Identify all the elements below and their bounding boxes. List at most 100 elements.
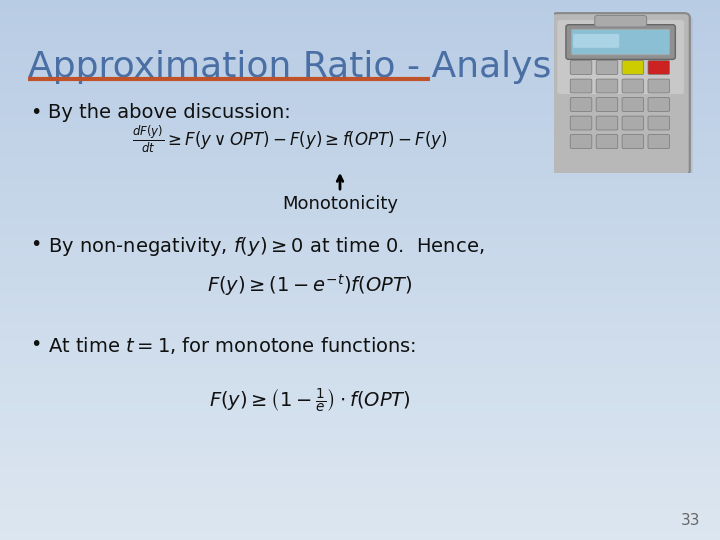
Bar (0, 81, 720, 84)
Bar (0, 194, 720, 197)
Bar (0, 14, 720, 16)
Bar (0, 148, 720, 151)
Bar (0, 378, 720, 381)
FancyBboxPatch shape (596, 134, 618, 149)
Bar (0, 105, 720, 108)
Bar (0, 278, 720, 281)
Bar (0, 262, 720, 265)
Bar (0, 389, 720, 392)
Bar (0, 97, 720, 100)
Bar (0, 59, 720, 62)
Bar (0, 478, 720, 481)
Bar (0, 38, 720, 40)
Bar (0, 364, 720, 367)
Bar (0, 346, 720, 348)
Bar (0, 381, 720, 383)
Bar (0, 103, 720, 105)
FancyBboxPatch shape (557, 20, 684, 94)
Text: By the above discussion:: By the above discussion: (48, 103, 291, 122)
Bar (0, 516, 720, 518)
Bar (0, 113, 720, 116)
Bar (0, 284, 720, 286)
Bar (0, 202, 720, 205)
Bar (0, 176, 720, 178)
Bar (0, 305, 720, 308)
Bar (0, 437, 720, 440)
Bar (0, 22, 720, 24)
FancyBboxPatch shape (648, 98, 670, 111)
Bar (0, 84, 720, 86)
Bar (0, 332, 720, 335)
Text: At time $t = 1$, for monotone functions:: At time $t = 1$, for monotone functions: (48, 335, 416, 356)
Bar (0, 454, 720, 456)
Bar (0, 89, 720, 92)
Bar (0, 19, 720, 22)
Bar (0, 294, 720, 297)
Bar (0, 429, 720, 432)
Bar (0, 532, 720, 535)
Bar (0, 413, 720, 416)
Bar (0, 489, 720, 491)
Bar (0, 524, 720, 526)
Bar (0, 448, 720, 451)
Bar (0, 73, 720, 76)
Bar (0, 108, 720, 111)
Bar (0, 189, 720, 192)
Bar (0, 435, 720, 437)
Bar (0, 521, 720, 524)
Bar (0, 132, 720, 135)
Bar (0, 49, 720, 51)
Bar (0, 386, 720, 389)
Text: Approximation Ratio - Analysis: Approximation Ratio - Analysis (28, 50, 580, 84)
Bar (0, 275, 720, 278)
Bar (0, 518, 720, 521)
Bar (0, 11, 720, 14)
Bar (0, 86, 720, 89)
Bar (0, 51, 720, 54)
Bar (0, 481, 720, 483)
Bar (0, 362, 720, 364)
Bar (0, 224, 720, 227)
FancyBboxPatch shape (622, 60, 644, 75)
Bar (0, 27, 720, 30)
Bar (0, 57, 720, 59)
Bar (0, 462, 720, 464)
Bar (0, 270, 720, 273)
Bar (0, 292, 720, 294)
Bar (0, 273, 720, 275)
Bar (0, 526, 720, 529)
Bar (0, 248, 720, 251)
Bar (0, 256, 720, 259)
Bar (0, 232, 720, 235)
Bar (0, 300, 720, 302)
FancyBboxPatch shape (622, 79, 644, 93)
Bar (0, 394, 720, 397)
Bar (0, 408, 720, 410)
Bar (0, 467, 720, 470)
Bar (0, 119, 720, 122)
Bar (0, 40, 720, 43)
Bar (0, 338, 720, 340)
FancyBboxPatch shape (622, 98, 644, 111)
Bar (0, 319, 720, 321)
Bar (0, 451, 720, 454)
Bar (0, 383, 720, 386)
Bar (0, 286, 720, 289)
Bar (0, 327, 720, 329)
Bar (0, 456, 720, 459)
Bar (0, 78, 720, 81)
FancyBboxPatch shape (570, 116, 592, 130)
Bar (0, 340, 720, 343)
Bar (0, 32, 720, 35)
FancyBboxPatch shape (572, 29, 670, 55)
Bar (0, 235, 720, 238)
Bar (0, 24, 720, 27)
Bar (0, 140, 720, 143)
Bar (0, 421, 720, 424)
Bar (0, 111, 720, 113)
Bar (0, 243, 720, 246)
Bar (0, 54, 720, 57)
Bar (0, 0, 720, 3)
Bar (0, 440, 720, 443)
Bar (0, 502, 720, 505)
